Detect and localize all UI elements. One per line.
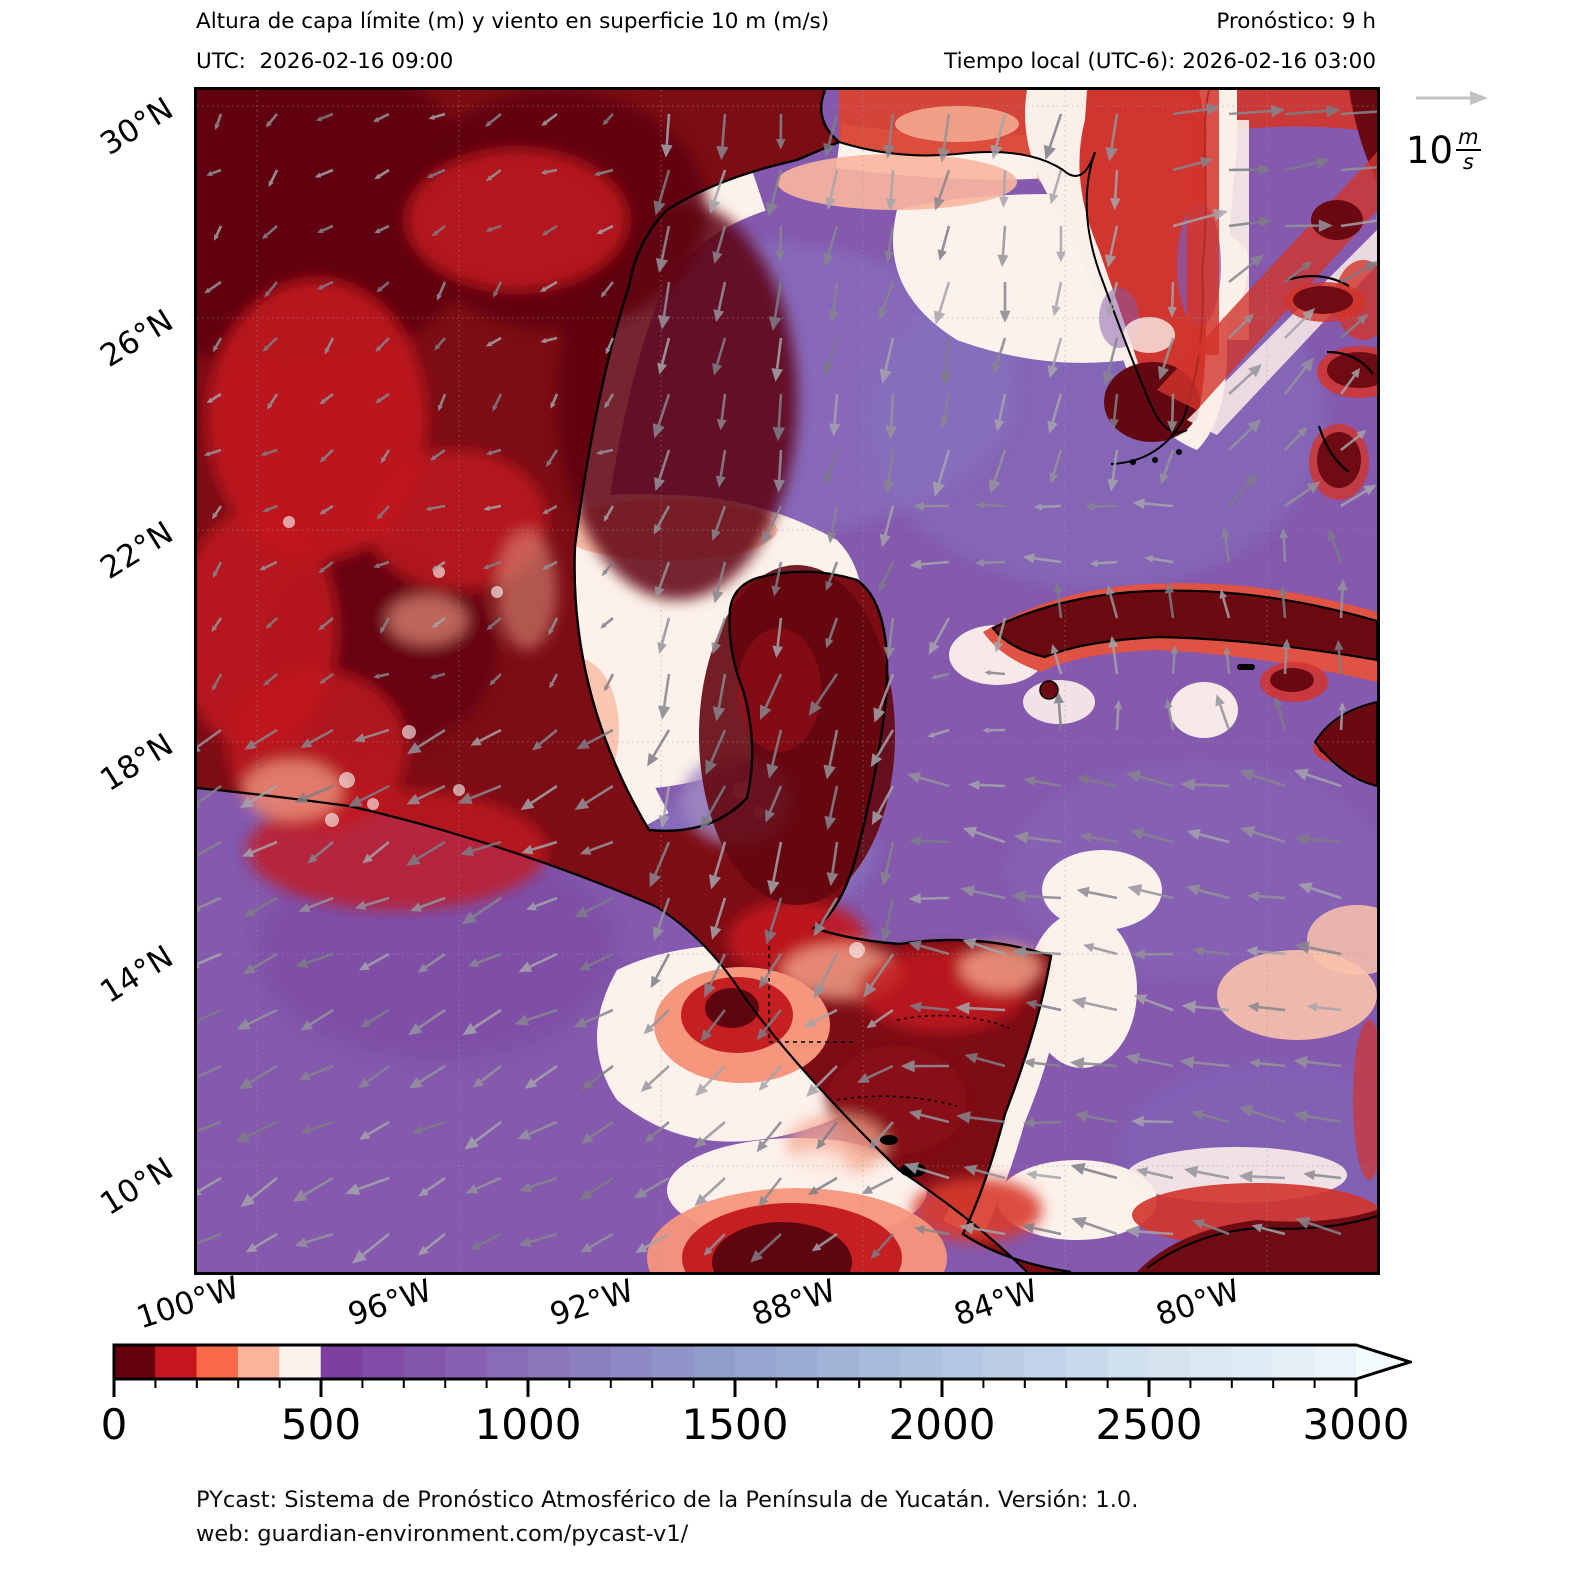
wind-reference-value: 10 bbox=[1406, 128, 1454, 172]
wind-reference-arrow-icon bbox=[1416, 91, 1488, 105]
lat-tick-label: 26°N bbox=[94, 302, 180, 375]
lat-tick-label: 18°N bbox=[94, 726, 180, 799]
lat-tick-label: 22°N bbox=[94, 514, 180, 587]
credit-line: PYcast: Sistema de Pronóstico Atmosféric… bbox=[196, 1487, 1139, 1513]
bottom-low-blh-cell bbox=[647, 1188, 947, 1272]
lon-tick-label: 100°W bbox=[132, 1269, 244, 1337]
cuba bbox=[983, 583, 1377, 700]
local-time-label: Tiempo local (UTC-6): 2026-02-16 03:00 bbox=[944, 49, 1376, 74]
lat-tick-label: 30°N bbox=[94, 90, 180, 163]
panhandle-salmon-patch bbox=[895, 106, 1019, 142]
colorbar-tick-label: 3000 bbox=[1302, 1400, 1410, 1449]
wind-reference-label: 10 m s bbox=[1406, 126, 1481, 174]
colorbar-tick-label: 500 bbox=[280, 1400, 362, 1449]
lon-tick-label: 96°W bbox=[343, 1272, 437, 1334]
wind-unit-denominator: s bbox=[1462, 150, 1474, 174]
web-line: web: guardian-environment.com/pycast-v1/ bbox=[196, 1521, 689, 1547]
forecast-hour-label: Pronóstico: 9 h bbox=[1216, 9, 1376, 34]
weather-map bbox=[197, 90, 1377, 1272]
lat-tick-label: 14°N bbox=[94, 938, 180, 1011]
colorbar-tick-label: 2500 bbox=[1095, 1400, 1203, 1449]
colorbar-tick-label: 2000 bbox=[888, 1400, 996, 1449]
lat-tick-label: 10°N bbox=[94, 1150, 180, 1223]
colorbar-tick-label: 1500 bbox=[681, 1400, 789, 1449]
pacific-low-blh-cell bbox=[654, 967, 830, 1083]
wind-reference-units: m s bbox=[1456, 125, 1481, 174]
bahamas bbox=[1285, 275, 1377, 500]
yucatan-red-patch bbox=[737, 628, 821, 752]
colorbar-tick-label: 0 bbox=[100, 1400, 128, 1449]
lon-tick-label: 92°W bbox=[545, 1272, 639, 1334]
coastlines bbox=[197, 90, 1096, 1272]
utc-time-label: UTC: 2026-02-16 09:00 bbox=[196, 49, 454, 74]
wind-unit-numerator: m bbox=[1456, 125, 1481, 151]
colorbar bbox=[111, 1342, 1415, 1406]
colorbar-tick-label: 1000 bbox=[474, 1400, 582, 1449]
lon-tick-label: 84°W bbox=[949, 1272, 1043, 1334]
lon-tick-label: 88°W bbox=[747, 1272, 841, 1334]
colorbar-gradient bbox=[112, 1343, 1415, 1397]
lon-tick-label: 80°W bbox=[1151, 1272, 1245, 1334]
greater-antilles-small bbox=[1237, 662, 1377, 788]
figure-title: Altura de capa límite (m) y viento en su… bbox=[196, 9, 830, 34]
wind-vector-field bbox=[197, 103, 1377, 1264]
map-panel bbox=[194, 87, 1380, 1275]
